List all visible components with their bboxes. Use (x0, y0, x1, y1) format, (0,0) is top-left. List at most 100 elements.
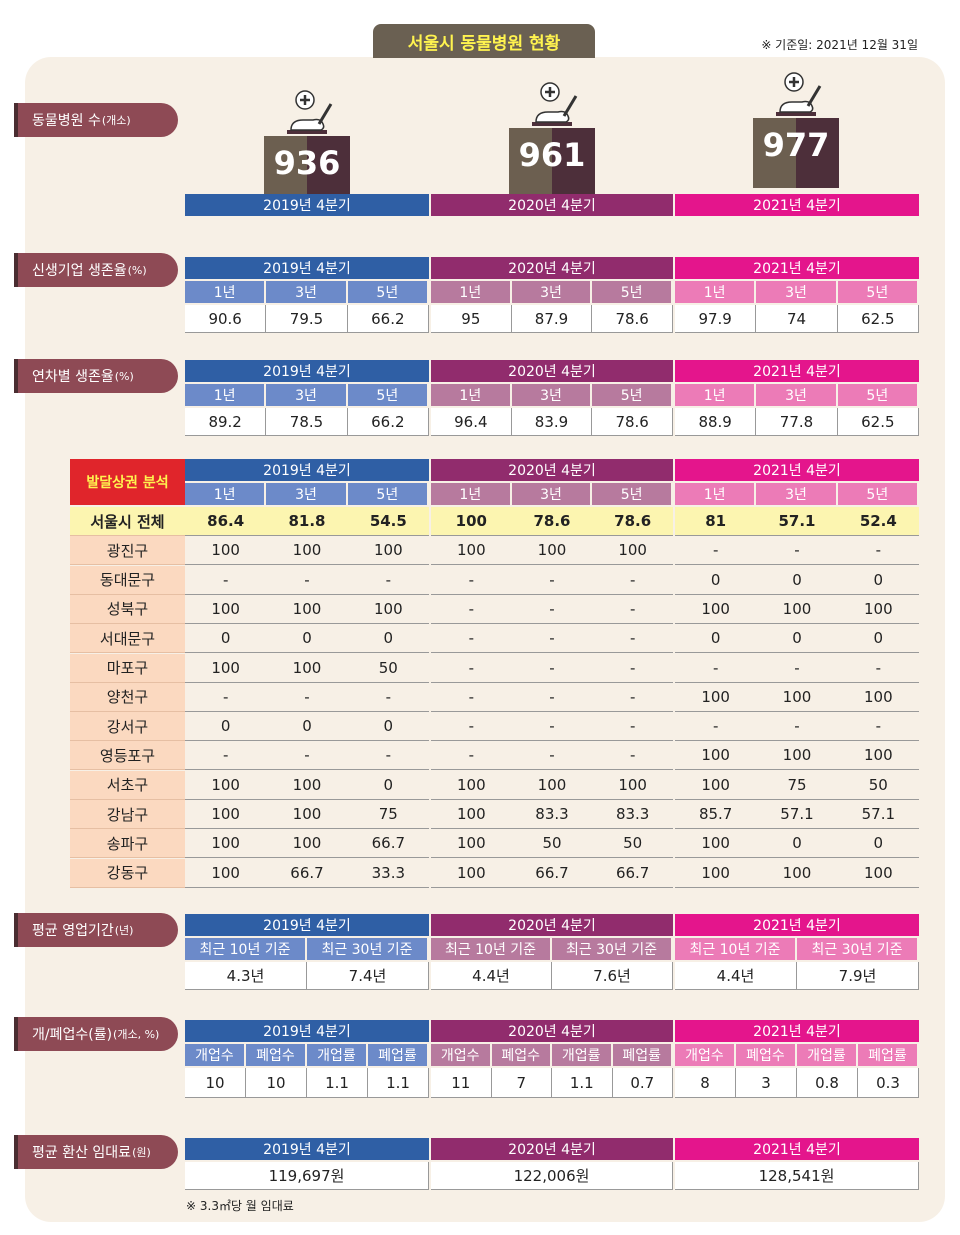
value-cell: 7.9년 (797, 962, 919, 990)
district-cell: 57.1 (837, 800, 919, 829)
value-cell: 66.2 (347, 305, 429, 333)
district-cell: - (511, 624, 593, 654)
value-cell: 1.1 (368, 1068, 429, 1098)
district-cell: 100 (431, 507, 512, 536)
sub-header: 최근 30년 기준 (307, 938, 429, 960)
sub-header: 1년 (431, 483, 512, 505)
district-cell: 100 (837, 858, 919, 888)
value-cell: 0.8 (797, 1068, 858, 1098)
sub-header: 5년 (592, 483, 673, 505)
q2020-header: 2020년 4분기 (431, 257, 673, 279)
district-cell: 100 (347, 594, 429, 624)
q2019-header: 2019년 4분기 (185, 257, 429, 279)
district-cell: 100 (675, 858, 757, 888)
sub-header: 개업수 (675, 1044, 736, 1066)
district-cell: - (431, 741, 512, 771)
q2020-header: 2020년 4분기 (431, 194, 673, 216)
district-cell: 100 (511, 536, 593, 566)
district-cell: 50 (592, 829, 673, 859)
podium-icon (753, 72, 839, 188)
district-row-label: 동대문구 (70, 565, 185, 595)
district-row-label: 송파구 (70, 829, 185, 859)
district-cell: - (266, 565, 348, 595)
value-cell: 83.9 (511, 408, 593, 436)
reference-date: ※ 기준일: 2021년 12월 31일 (761, 38, 918, 52)
sub-header: 1년 (185, 384, 267, 406)
q2019-header: 2019년 4분기 (185, 914, 429, 936)
district-cell: - (431, 653, 512, 683)
district-cell: 0 (347, 624, 429, 654)
value-cell: 88.9 (675, 408, 757, 436)
district-cell: 100 (185, 594, 267, 624)
q2019-header: 2019년 4분기 (185, 1020, 429, 1042)
q2020-header: 2020년 4분기 (431, 914, 673, 936)
district-cell: 0 (347, 712, 429, 742)
district-cell: 100 (185, 653, 267, 683)
sub-header: 5년 (347, 483, 429, 505)
sub-header: 1년 (675, 483, 757, 505)
sub-header: 폐업률 (612, 1044, 673, 1066)
sub-header: 3년 (511, 483, 593, 505)
district-cell: - (511, 712, 593, 742)
value-cell: 74 (756, 305, 838, 333)
district-cell: - (431, 624, 512, 654)
district-cell: 83.3 (511, 800, 593, 829)
district-cell: 66.7 (266, 858, 348, 888)
value-cell: 10 (246, 1068, 307, 1098)
district-cell: 100 (266, 536, 348, 566)
district-cell: 0 (675, 624, 757, 654)
district-cell: - (347, 682, 429, 712)
value-cell: 7.6년 (552, 962, 673, 990)
district-cell: 0 (675, 565, 757, 595)
district-cell: 57.1 (756, 800, 838, 829)
district-cell: 100 (266, 800, 348, 829)
sub-header: 개업률 (307, 1044, 368, 1066)
section-label-rent: 평균 환산 임대료 (원) (18, 1135, 178, 1169)
district-cell: - (266, 682, 348, 712)
sub-header: 최근 10년 기준 (431, 938, 552, 960)
district-cell: 85.7 (675, 800, 757, 829)
value-cell: 4.3년 (185, 962, 307, 990)
value-cell: 4.4년 (431, 962, 552, 990)
district-cell: 50 (837, 770, 919, 800)
district-cell: 100 (756, 594, 838, 624)
q2021-header: 2021년 4분기 (675, 914, 919, 936)
q2019-header: 2019년 4분기 (185, 360, 429, 382)
district-cell: 50 (511, 829, 593, 859)
district-cell: - (592, 565, 673, 595)
hospital-count: 961 (518, 136, 586, 174)
district-cell: 66.7 (511, 858, 593, 888)
district-cell: 86.4 (185, 507, 267, 536)
district-cell: 66.7 (592, 858, 673, 888)
district-row-label: 서초구 (70, 770, 185, 800)
district-cell: 100 (185, 770, 267, 800)
district-cell: - (511, 741, 593, 771)
district-cell: - (837, 536, 919, 566)
value-cell: 10 (185, 1068, 246, 1098)
q2021-header: 2021년 4분기 (675, 360, 919, 382)
district-cell: 0 (837, 565, 919, 595)
value-cell: 1.1 (552, 1068, 613, 1098)
district-cell: - (266, 741, 348, 771)
q2021-header: 2021년 4분기 (675, 194, 919, 216)
district-row-label: 서대문구 (70, 624, 185, 654)
q2019-header: 2019년 4분기 (185, 459, 429, 481)
district-cell: - (675, 653, 757, 683)
sub-header: 3년 (266, 384, 348, 406)
district-cell: 100 (347, 536, 429, 566)
sub-header: 3년 (266, 281, 348, 303)
district-cell: - (592, 653, 673, 683)
q2020-header: 2020년 4분기 (431, 1138, 673, 1160)
value-cell: 3 (736, 1068, 797, 1098)
value-cell: 97.9 (675, 305, 757, 333)
district-cell: 100 (592, 536, 673, 566)
value-cell: 90.6 (185, 305, 267, 333)
value-cell: 78.6 (592, 408, 673, 436)
district-cell: 100 (266, 770, 348, 800)
section-label-hospitals: 동물병원 수 (개소) (18, 103, 178, 137)
district-row-label: 강동구 (70, 858, 185, 888)
sub-header: 3년 (511, 281, 593, 303)
sub-header: 5년 (837, 281, 919, 303)
podium-icon (264, 90, 350, 194)
district-cell: 100 (592, 770, 673, 800)
